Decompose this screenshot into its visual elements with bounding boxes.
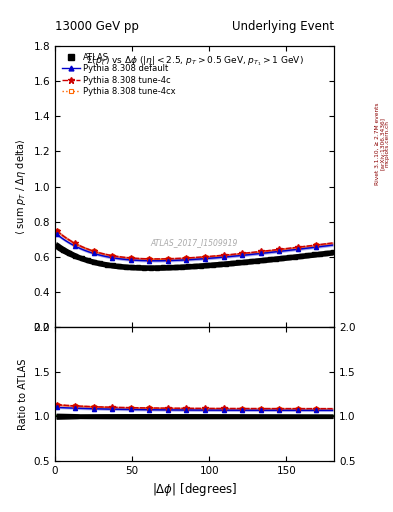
X-axis label: $|\Delta\phi|$ [degrees]: $|\Delta\phi|$ [degrees]: [152, 481, 237, 498]
Text: Rivet 3.1.10, ≥ 2.7M events: Rivet 3.1.10, ≥ 2.7M events: [375, 102, 380, 185]
Y-axis label: Ratio to ATLAS: Ratio to ATLAS: [18, 358, 28, 430]
Text: $\Sigma(p_T)$ vs $\Delta\phi$ ($|\eta| < 2.5$, $p_T > 0.5$ GeV, $p_{T_1} > 1$ Ge: $\Sigma(p_T)$ vs $\Delta\phi$ ($|\eta| <…: [86, 54, 303, 68]
Legend: ATLAS, Pythia 8.308 default, Pythia 8.308 tune-4c, Pythia 8.308 tune-4cx: ATLAS, Pythia 8.308 default, Pythia 8.30…: [59, 50, 178, 99]
Text: mcplots.cern.ch: mcplots.cern.ch: [385, 120, 390, 167]
Text: ATLAS_2017_I1509919: ATLAS_2017_I1509919: [151, 238, 238, 247]
Text: [arXiv:1306.3436]: [arXiv:1306.3436]: [380, 117, 385, 170]
Y-axis label: $\langle$ sum $p_T$ / $\Delta\eta$ delta$\rangle$: $\langle$ sum $p_T$ / $\Delta\eta$ delta…: [14, 138, 28, 235]
Text: 13000 GeV pp: 13000 GeV pp: [55, 20, 139, 33]
Text: Underlying Event: Underlying Event: [232, 20, 334, 33]
